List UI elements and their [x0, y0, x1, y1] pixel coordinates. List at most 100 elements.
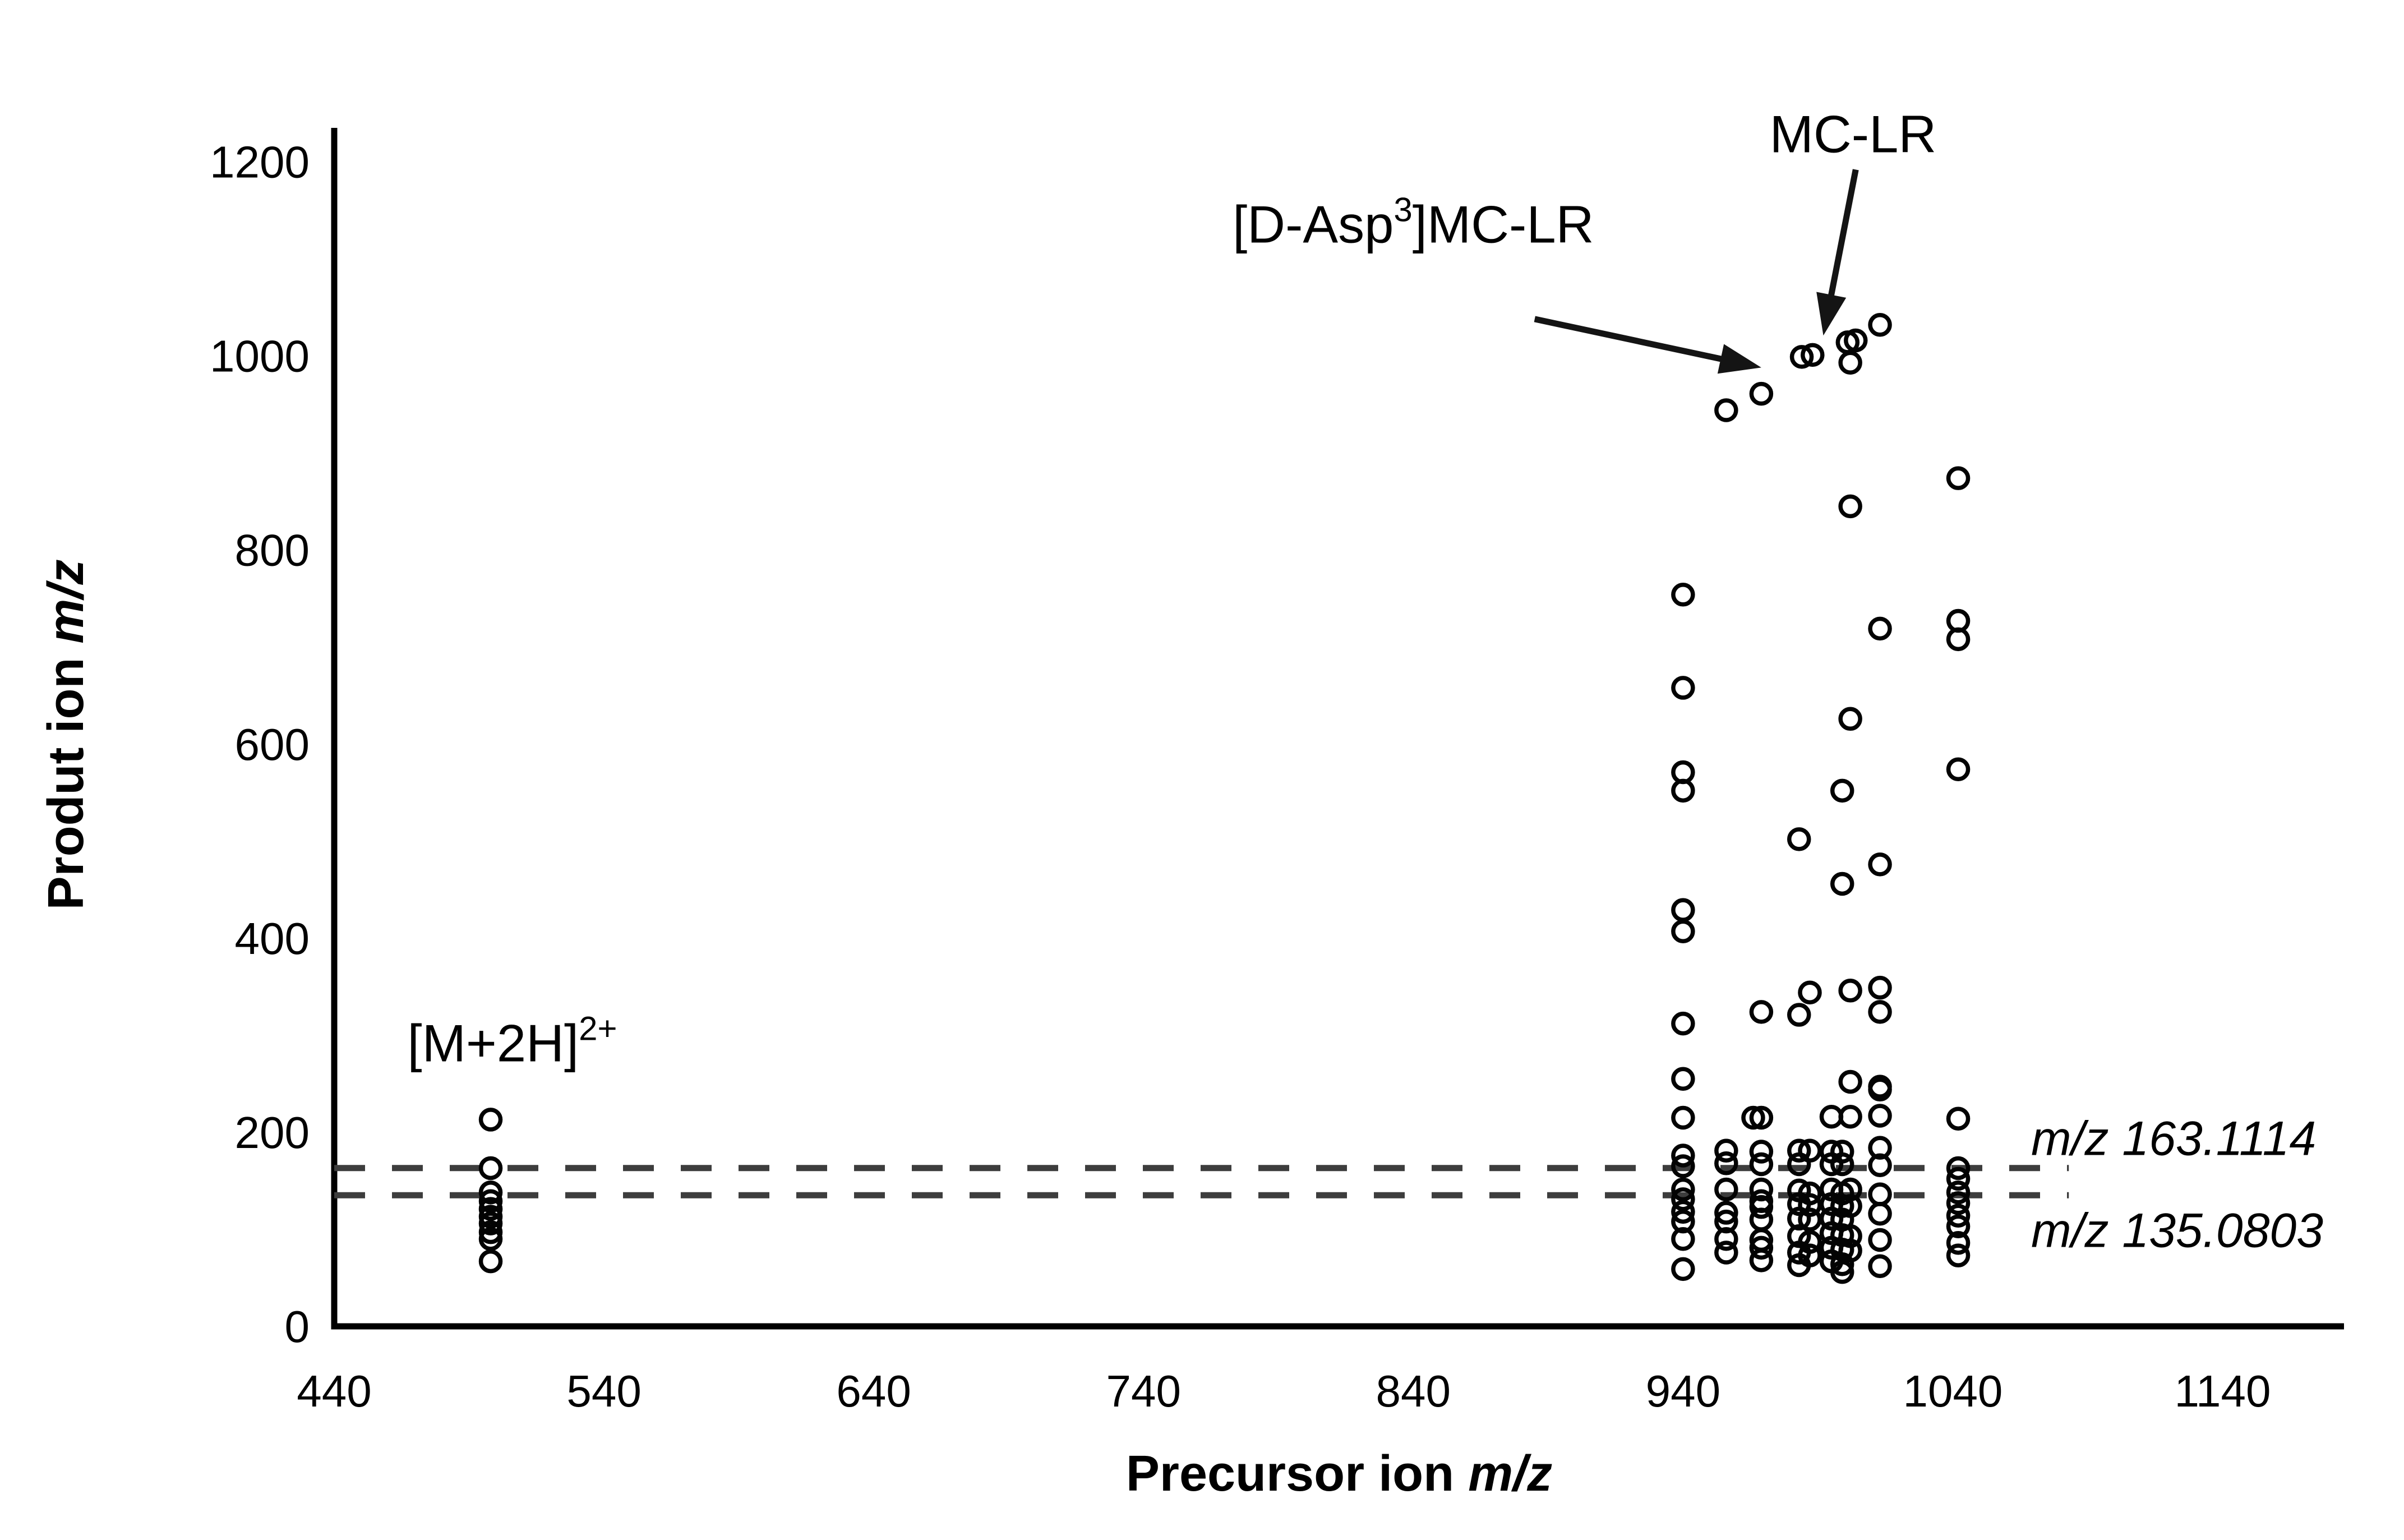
data-point [1671, 676, 1695, 700]
data-point [1868, 616, 1892, 641]
data-point [1671, 1154, 1695, 1178]
annotation-arrow-line [1827, 169, 1859, 301]
x-tick-label: 540 [566, 1366, 641, 1416]
data-point [1946, 627, 1971, 652]
data-point [1868, 1202, 1892, 1226]
data-point [1868, 975, 1892, 1000]
data-point [1671, 1209, 1695, 1234]
y-tick-label: 800 [235, 525, 310, 575]
data-point [1830, 1152, 1854, 1177]
reference-line-label: m/z 163.1114 [2031, 1112, 2316, 1165]
data-point [1714, 1201, 1738, 1225]
data-point [1819, 1104, 1844, 1129]
x-tick-label: 940 [1646, 1366, 1720, 1416]
y-tick-label: 600 [235, 720, 310, 769]
data-point [1868, 1228, 1892, 1252]
data-point [1838, 707, 1862, 731]
y-axis-title: Produt ion m/z [38, 560, 94, 910]
data-point [478, 1220, 503, 1244]
data-point [1671, 1257, 1695, 1281]
data-point [1671, 1227, 1695, 1251]
data-point [1946, 1214, 1971, 1239]
data-point [1868, 852, 1892, 877]
data-point [1714, 1241, 1738, 1265]
data-point [1671, 898, 1695, 922]
data-point [1838, 494, 1862, 519]
data-point [1946, 757, 1971, 782]
data-point [1868, 1153, 1892, 1178]
data-point [1798, 1230, 1822, 1254]
data-point [1868, 1077, 1892, 1102]
annotation-arrowhead [1816, 292, 1847, 336]
data-point [1830, 1140, 1854, 1164]
data-point [1868, 1182, 1892, 1206]
data-point [1838, 979, 1862, 1003]
data-point [1671, 1177, 1695, 1202]
data-point [1671, 919, 1695, 943]
data-point [1946, 1180, 1971, 1205]
data-point [1838, 1194, 1862, 1218]
x-tick-label: 640 [836, 1366, 911, 1416]
annotation-label-mc-lr: MC-LR [1770, 104, 1937, 163]
data-point [478, 1227, 503, 1251]
data-point [1798, 980, 1822, 1005]
data-point [1749, 1152, 1774, 1177]
data-point [478, 1197, 503, 1221]
data-point [1671, 1067, 1695, 1091]
data-point [1749, 1248, 1774, 1272]
data-point [1798, 1181, 1822, 1206]
data-point [1671, 1011, 1695, 1036]
data-point [1671, 1187, 1695, 1211]
y-tick-label: 200 [235, 1108, 310, 1158]
data-point [1946, 466, 1971, 490]
x-tick-label: 1140 [2175, 1366, 2271, 1416]
data-point [1830, 872, 1854, 896]
data-point [1838, 351, 1862, 375]
annotation-arrow-line [1534, 316, 1727, 363]
data-point [1741, 1105, 1765, 1130]
data-point [1787, 1003, 1811, 1027]
x-tick-label: 840 [1376, 1366, 1451, 1416]
x-axis-title: Precursor ion m/z [1126, 1446, 1552, 1502]
data-point [1844, 328, 1868, 353]
data-point [1838, 1069, 1862, 1094]
data-point [1787, 827, 1811, 851]
data-point [478, 1156, 503, 1181]
data-point [1801, 343, 1825, 367]
x-tick-label: 1040 [1903, 1366, 2002, 1416]
data-point [1671, 1200, 1695, 1224]
data-point [478, 1189, 503, 1214]
data-point [1838, 1104, 1862, 1129]
y-tick-label: 400 [235, 914, 310, 963]
data-point [1714, 398, 1738, 422]
data-point [1671, 1105, 1695, 1130]
annotation-label-m-plus-2h: [M+2H]2+ [408, 1010, 617, 1073]
data-point [1714, 1227, 1738, 1251]
data-point [1946, 1230, 1971, 1255]
data-point [1868, 1000, 1892, 1024]
data-point [1749, 1235, 1774, 1260]
data-point [1787, 1138, 1811, 1163]
data-point [1714, 1209, 1738, 1234]
data-point [1749, 381, 1774, 406]
data-point [478, 1108, 503, 1132]
data-point [1749, 1195, 1774, 1219]
x-tick-label: 740 [1106, 1366, 1180, 1416]
data-point [1789, 345, 1814, 369]
data-point [1946, 1204, 1971, 1228]
data-point [478, 1205, 503, 1229]
data-point [1749, 1105, 1774, 1130]
data-point [478, 1211, 503, 1235]
data-point [1714, 1151, 1738, 1175]
data-point [478, 1249, 503, 1274]
annotation-arrowhead [1717, 344, 1761, 374]
data-point [1749, 1140, 1774, 1164]
data-point [1838, 1177, 1862, 1202]
data-point [1830, 1260, 1854, 1284]
data-point [1798, 1243, 1822, 1267]
data-point [1671, 778, 1695, 803]
data-point [1868, 1136, 1892, 1160]
data-point [1946, 1166, 1971, 1191]
